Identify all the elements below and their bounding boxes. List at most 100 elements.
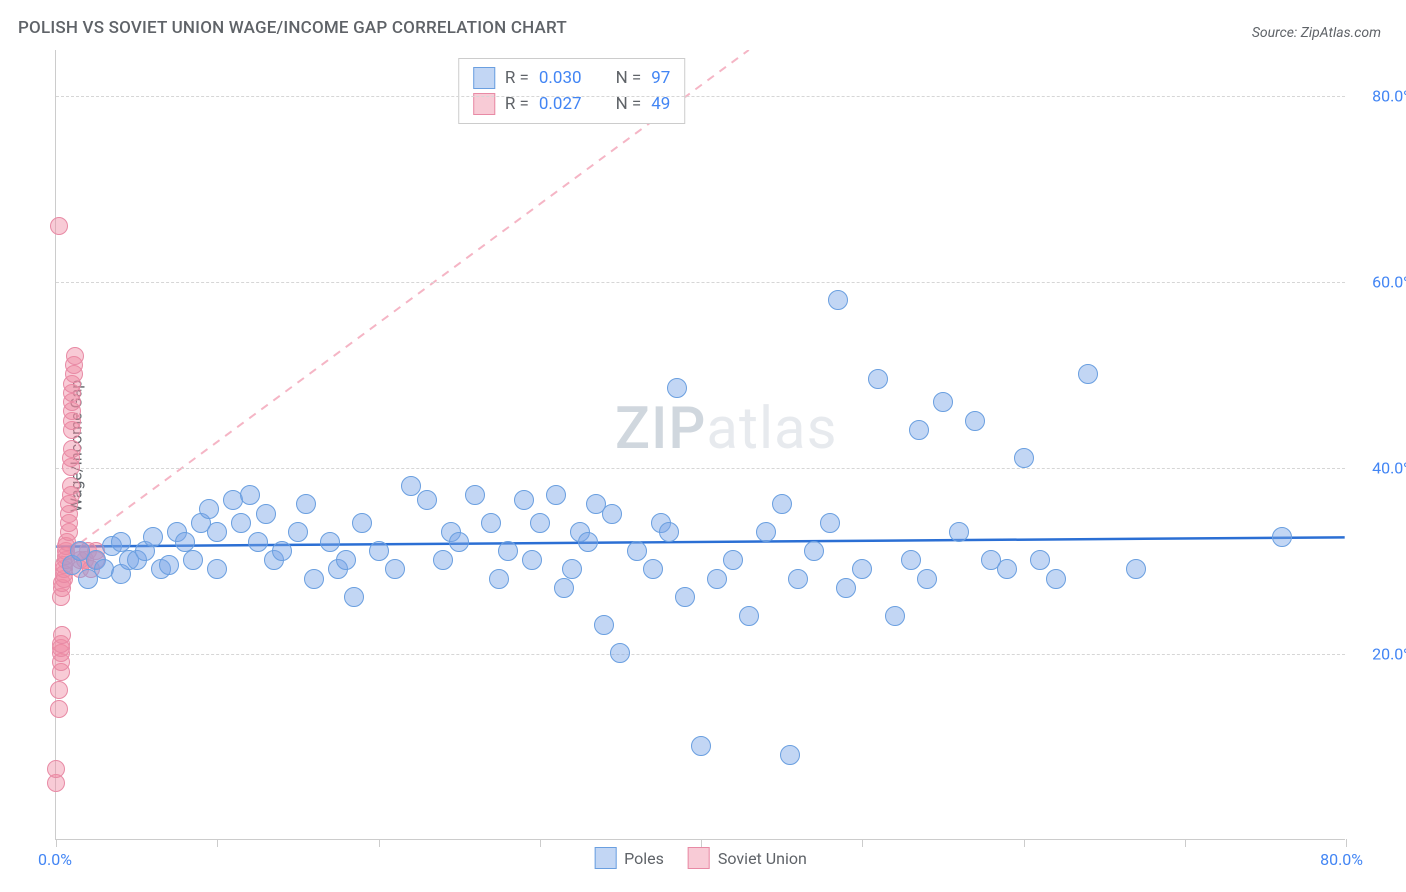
source-label: Source: [1252,25,1297,41]
poles-point [828,290,848,310]
stats-box: R = 0.030 N = 97 R = 0.027 N = 49 [458,58,686,124]
poles-point [965,411,985,431]
poles-point [546,485,566,505]
poles-point [917,569,937,589]
poles-point [997,559,1017,579]
poles-point [183,550,203,570]
trend-lines-svg [56,50,1345,839]
plot-area: R = 0.030 N = 97 R = 0.027 N = 49 ZIPatl… [55,50,1345,840]
poles-point [578,532,598,552]
poles-point [756,522,776,542]
legend-label-soviet: Soviet Union [718,849,807,868]
legend-item-soviet: Soviet Union [688,847,807,869]
watermark-atlas: atlas [706,395,837,463]
x-max-label: 80.0% [1320,850,1363,869]
watermark: ZIPatlas [615,395,838,463]
poles-point [949,522,969,542]
poles-point [562,559,582,579]
stats-row-soviet: R = 0.027 N = 49 [473,91,671,117]
x-tick [217,839,218,847]
poles-point [288,522,308,542]
poles-point [707,569,727,589]
poles-point [1046,569,1066,589]
poles-point [691,736,711,756]
poles-point [256,504,276,524]
poles-point [788,569,808,589]
poles-point [111,532,131,552]
poles-point [336,550,356,570]
poles-point [449,532,469,552]
r-label: R = [505,68,529,88]
poles-point [401,476,421,496]
y-tick-label: 20.0% [1355,645,1406,664]
poles-point [627,541,647,561]
poles-point [836,578,856,598]
poles-point [852,559,872,579]
soviet-point [63,440,81,458]
poles-point [159,555,179,575]
poles-point [1030,550,1050,570]
watermark-zip: ZIP [615,395,706,463]
poles-point [352,513,372,533]
source-value: ZipAtlas.com [1301,25,1381,41]
soviet-point [50,217,68,235]
poles-point [522,550,542,570]
poles-point [1272,527,1292,547]
poles-point [304,569,324,589]
x-tick [56,839,57,847]
x-tick [1024,839,1025,847]
poles-point [739,606,759,626]
poles-point [772,494,792,514]
poles-point [344,587,364,607]
poles-point [143,527,163,547]
stats-row-poles: R = 0.030 N = 97 [473,65,671,91]
poles-point [594,615,614,635]
poles-point [868,369,888,389]
x-tick [862,839,863,847]
poles-point [296,494,316,514]
poles-point [417,490,437,510]
poles-point [804,541,824,561]
soviet-point [47,760,65,778]
poles-point [207,522,227,542]
poles-point [1078,364,1098,384]
poles-point [240,485,260,505]
poles-point [369,541,389,561]
poles-point [675,587,695,607]
poles-point [465,485,485,505]
x-tick [1185,839,1186,847]
poles-point [610,643,630,663]
poles-point [530,513,550,533]
x-tick [1346,839,1347,847]
soviet-point [50,681,68,699]
x-min-label: 0.0% [38,850,72,869]
r-value-poles: 0.030 [539,68,582,88]
x-tick [540,839,541,847]
x-tick [379,839,380,847]
poles-point [933,392,953,412]
poles-point [248,532,268,552]
chart-source: Source: ZipAtlas.com [1252,25,1381,41]
poles-point [820,513,840,533]
chart-container: POLISH VS SOVIET UNION WAGE/INCOME GAP C… [0,0,1406,892]
y-tick-label: 60.0% [1355,273,1406,292]
y-tick-label: 40.0% [1355,459,1406,478]
soviet-point [50,700,68,718]
legend: Poles Soviet Union [594,847,807,869]
swatch-soviet-icon [688,847,710,869]
poles-point [780,745,800,765]
legend-item-poles: Poles [594,847,664,869]
poles-point [385,559,405,579]
poles-point [909,420,929,440]
poles-point [901,550,921,570]
poles-point [231,513,251,533]
legend-label-poles: Poles [624,849,664,868]
poles-point [643,559,663,579]
poles-point [659,522,679,542]
n-label: N = [616,68,642,88]
poles-point [554,578,574,598]
poles-point [602,504,622,524]
poles-point [1126,559,1146,579]
poles-point [175,532,195,552]
poles-point [320,532,340,552]
